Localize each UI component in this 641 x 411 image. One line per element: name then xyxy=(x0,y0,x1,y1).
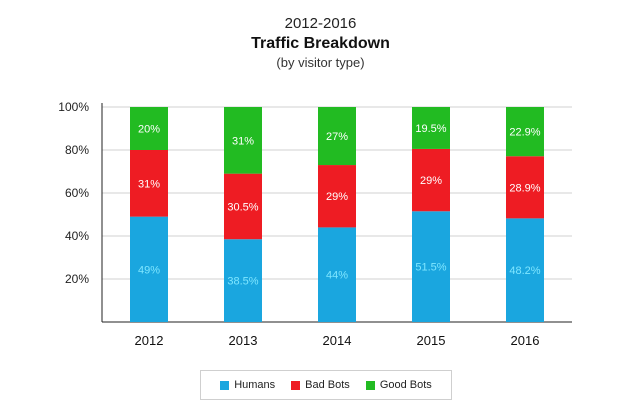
y-tick-label: 20% xyxy=(65,272,89,286)
legend-label-humans: Humans xyxy=(234,379,276,391)
bar-bad-bots-2016 xyxy=(506,156,544,219)
y-tick-label: 40% xyxy=(65,229,89,243)
bar-good-bots-2015 xyxy=(412,107,450,149)
bar-bad-bots-2012 xyxy=(130,150,168,217)
data-label-humans-2016: 48.2% xyxy=(509,265,540,277)
legend-swatch-humans xyxy=(220,380,230,390)
data-label-bad-bots-2016: 28.9% xyxy=(509,182,540,194)
x-tick-label: 2013 xyxy=(229,333,258,348)
legend-item-bad-bots: Bad Bots xyxy=(291,379,350,391)
data-label-good-bots-2013: 31% xyxy=(232,135,254,147)
bar-humans-2013 xyxy=(224,239,262,322)
data-label-bad-bots-2012: 31% xyxy=(138,178,160,190)
data-label-humans-2013: 38.5% xyxy=(227,276,258,288)
bar-good-bots-2014 xyxy=(318,107,356,166)
y-tick-label: 60% xyxy=(65,186,89,200)
legend-swatch-good-bots xyxy=(365,380,375,390)
bar-humans-2014 xyxy=(318,227,356,322)
data-label-humans-2015: 51.5% xyxy=(415,262,446,274)
data-label-good-bots-2012: 20% xyxy=(138,124,160,136)
chart-title: Traffic Breakdown xyxy=(251,35,390,52)
data-label-good-bots-2014: 27% xyxy=(326,131,348,143)
data-label-humans-2014: 44% xyxy=(326,270,348,282)
bar-bad-bots-2013 xyxy=(224,173,262,240)
chart-legend: Humans Bad Bots Good Bots xyxy=(200,370,452,400)
y-tick-label: 100% xyxy=(58,100,89,114)
y-tick-label: 80% xyxy=(65,143,89,157)
legend-label-good-bots: Good Bots xyxy=(379,379,432,391)
data-label-good-bots-2016: 22.9% xyxy=(509,127,540,139)
legend-item-humans: Humans xyxy=(220,379,275,391)
legend-swatch-bad-bots xyxy=(291,380,301,390)
x-tick-label: 2015 xyxy=(417,333,446,348)
data-label-bad-bots-2013: 30.5% xyxy=(227,201,258,213)
bar-humans-2015 xyxy=(412,211,450,322)
bar-good-bots-2016 xyxy=(506,107,544,157)
x-tick-label: 2014 xyxy=(323,333,352,348)
bar-good-bots-2013 xyxy=(224,107,262,174)
x-tick-label: 2012 xyxy=(135,333,164,348)
legend-label-bad-bots: Bad Bots xyxy=(305,379,350,391)
chart-titles: 2012-2016 Traffic Breakdown (by visitor … xyxy=(0,14,641,72)
chart-years: 2012-2016 xyxy=(284,15,357,32)
x-tick-label: 2016 xyxy=(511,333,540,348)
data-label-humans-2012: 49% xyxy=(138,264,160,276)
data-label-bad-bots-2014: 29% xyxy=(326,191,348,203)
bar-humans-2012 xyxy=(130,216,168,322)
data-label-good-bots-2015: 19.5% xyxy=(415,123,446,135)
bar-bad-bots-2015 xyxy=(412,148,450,212)
bar-humans-2016 xyxy=(506,218,544,322)
chart-subtitle: (by visitor type) xyxy=(276,55,365,70)
bar-bad-bots-2014 xyxy=(318,165,356,228)
data-label-bad-bots-2015: 29% xyxy=(420,175,442,187)
bar-good-bots-2012 xyxy=(130,107,168,150)
legend-item-good-bots: Good Bots xyxy=(365,379,432,391)
